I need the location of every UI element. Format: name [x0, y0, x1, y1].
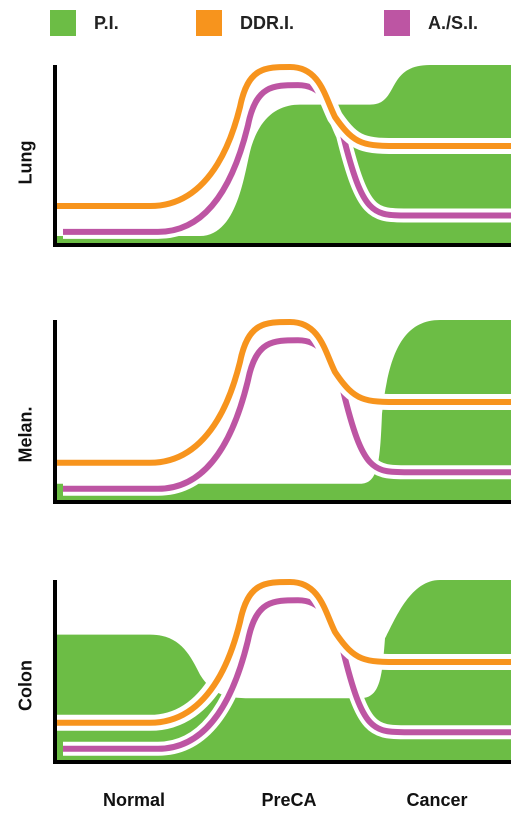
legend-swatch-asi: [384, 10, 410, 36]
legend-item-ddri: DDR.I.: [196, 8, 294, 38]
panel-label-melan: Melan.: [15, 406, 36, 463]
legend-item-asi: A./S.I.: [384, 8, 478, 38]
panel-colon: [53, 573, 511, 764]
ddr-line: [55, 63, 511, 210]
x-label-preca: PreCA: [261, 790, 317, 810]
x-label-normal: Normal: [102, 790, 166, 810]
asi-line: [63, 597, 511, 752]
pi-area: [55, 65, 511, 245]
legend-label-ddri: DDR.I.: [240, 12, 294, 33]
panel-label-colon: Colon: [15, 660, 36, 711]
ddr-line: [55, 578, 511, 726]
legend-label-asi: A./S.I.: [428, 12, 479, 33]
x-label-cancer: Cancer: [406, 790, 468, 810]
panel-lung: [53, 58, 511, 247]
legend-label-pi: P.I.: [94, 12, 119, 33]
legend-swatch-pi: [50, 10, 76, 36]
legend-swatch-ddri: [196, 10, 222, 36]
asi-line: [63, 82, 511, 235]
ddr-line: [55, 318, 511, 466]
panel-melan: [53, 313, 511, 504]
pi-area: [55, 320, 511, 502]
asi-line: [63, 337, 511, 492]
legend-item-pi: P.I.: [50, 8, 119, 38]
panel-label-lung: Lung: [15, 140, 36, 185]
